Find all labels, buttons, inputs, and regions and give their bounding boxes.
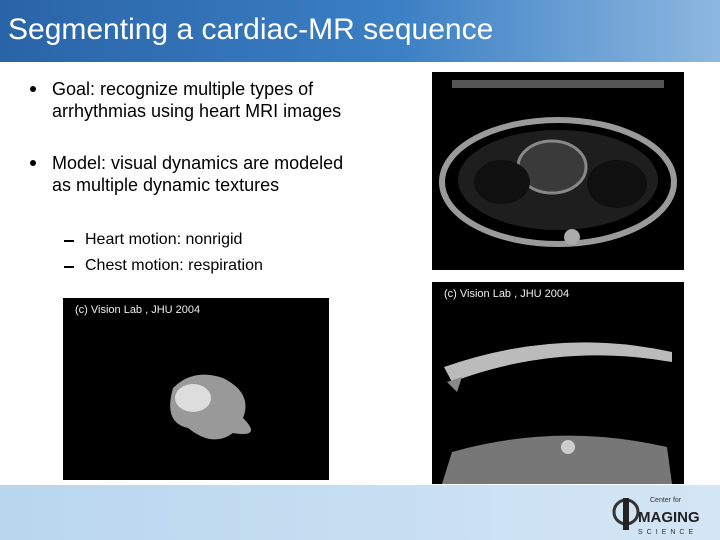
bullet-dot (30, 86, 36, 92)
bullet-dot (30, 160, 36, 166)
segmented-chest-image (432, 282, 684, 484)
sub-bullet-text: Chest motion: respiration (85, 257, 263, 274)
logo-main: MAGING (638, 509, 700, 526)
sub-bullet-text: Heart motion: nonrigid (85, 231, 243, 248)
segmented-heart-image (63, 298, 329, 480)
sub-bullet-dash (64, 240, 74, 242)
title-bar: Segmenting a cardiac-MR sequence (0, 0, 720, 62)
bullet-text: Goal: recognize multiple types of arrhyt… (52, 79, 342, 121)
bullet-text: Model: visual dynamics are modeled as mu… (52, 153, 344, 195)
footer-band (0, 485, 720, 540)
logo-bottom: SCIENCE (638, 529, 697, 536)
mri-image (432, 72, 684, 270)
logo: Center for MAGING SCIENCE (612, 497, 700, 536)
sub-bullet-dash (64, 266, 74, 268)
image-caption: (c) Vision Lab , JHU 2004 (444, 288, 570, 300)
image-caption: (c) Vision Lab , JHU 2004 (75, 304, 201, 316)
slide-title: Segmenting a cardiac-MR sequence (8, 13, 494, 46)
logo-top: Center for (650, 497, 682, 504)
